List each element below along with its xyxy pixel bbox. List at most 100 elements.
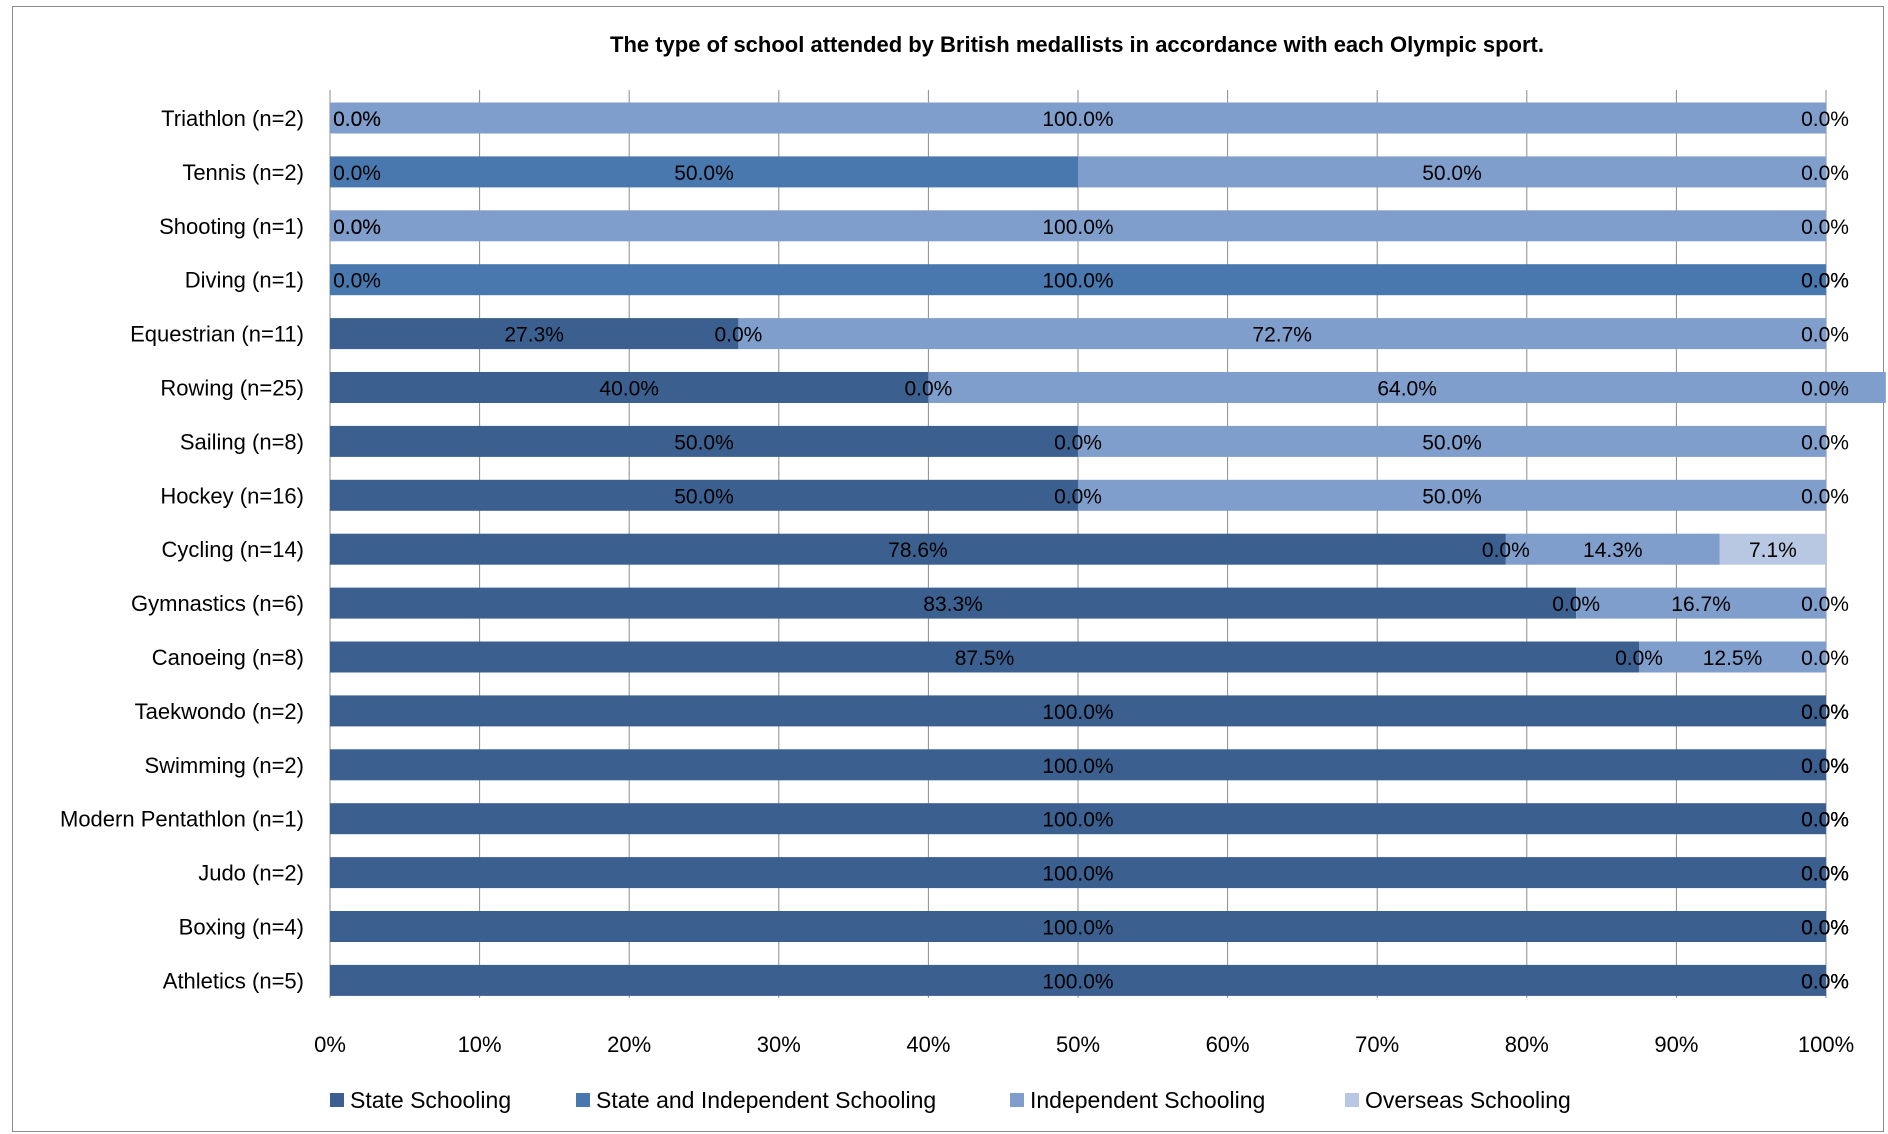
data-label: 0.0% [1801, 917, 1849, 940]
data-label: 100.0% [1042, 755, 1113, 778]
data-label: 0.0% [1054, 431, 1102, 454]
bar-segment [928, 372, 1886, 403]
data-label: 0.0% [904, 378, 952, 401]
x-axis-ticks: 0% 10% 20% 30% 40% 50% 60% 70% 80% 90% 100% [314, 1032, 1854, 1057]
x-tick-label: 20% [607, 1032, 651, 1057]
category-label: Judo (n=2) [198, 861, 304, 886]
bar-segment [1078, 156, 1826, 188]
category-label: Cycling (n=14) [162, 537, 304, 562]
category-label: Boxing (n=4) [179, 915, 304, 940]
bar-segment [738, 318, 1827, 350]
data-label: 0.0% [1801, 593, 1849, 616]
x-tick-label: 100% [1798, 1032, 1854, 1057]
data-label: 0.0% [1801, 755, 1849, 778]
data-label: 100.0% [1042, 270, 1113, 293]
bar-segment [1639, 641, 1826, 673]
data-label: 50.0% [1422, 431, 1482, 454]
data-label: 0.0% [1801, 809, 1849, 832]
data-label: 12.5% [1703, 647, 1763, 670]
data-label: 0.0% [1801, 863, 1849, 886]
category-label: Equestrian (n=11) [130, 322, 304, 347]
data-label: 16.7% [1671, 593, 1731, 616]
data-label: 0.0% [1801, 270, 1849, 293]
data-label: 14.3% [1583, 539, 1643, 562]
data-label: 100.0% [1042, 917, 1113, 940]
data-label: 100.0% [1042, 809, 1113, 832]
data-label: 78.6% [888, 539, 948, 562]
bar-segment [330, 264, 1826, 296]
data-label: 0.0% [1801, 917, 1849, 940]
chart-frame [12, 6, 1884, 1132]
data-label: 0.0% [1801, 701, 1849, 724]
data-label: 0.0% [1801, 162, 1849, 185]
bar-segments [330, 102, 1886, 996]
data-label: 0.0% [333, 108, 381, 131]
data-label: 0.0% [1801, 270, 1849, 293]
data-label: 0.0% [1801, 863, 1849, 886]
category-label: Canoeing (n=8) [152, 645, 304, 670]
data-label: 50.0% [674, 162, 734, 185]
data-label: 0.0% [714, 324, 762, 347]
data-label: 7.1% [1749, 539, 1797, 562]
bar-segment [330, 318, 739, 350]
category-label: Triathlon (n=2) [161, 106, 304, 131]
x-tick-label: 50% [1056, 1032, 1100, 1057]
data-label: 0.0% [1801, 108, 1849, 131]
data-label: 0.0% [1801, 378, 1849, 401]
category-label: Shooting (n=1) [159, 214, 304, 239]
x-tick-label: 30% [757, 1032, 801, 1057]
data-label: 64.0% [1377, 378, 1437, 401]
data-label: 0.0% [333, 270, 381, 293]
data-label: 0.0% [1801, 917, 1849, 940]
category-label: Hockey (n=16) [160, 483, 304, 508]
category-label: Sailing (n=8) [180, 429, 304, 454]
data-label: 0.0% [1801, 970, 1849, 993]
data-label: 0.0% [1801, 970, 1849, 993]
legend: State Schooling State and Independent Sch… [330, 1087, 1571, 1113]
data-label: 0.0% [1801, 755, 1849, 778]
legend-label: State and Independent Schooling [596, 1087, 936, 1113]
data-label: 0.0% [1054, 485, 1102, 508]
data-label: 100.0% [1042, 701, 1113, 724]
data-label: 0.0% [1801, 755, 1849, 778]
category-label: Modern Pentathlon (n=1) [60, 807, 304, 832]
data-label: 0.0% [333, 108, 381, 131]
data-label: 0.0% [333, 162, 381, 185]
data-label: 0.0% [1801, 431, 1849, 454]
category-label: Rowing (n=25) [160, 376, 304, 401]
x-tick-label: 0% [314, 1032, 346, 1057]
data-label: 0.0% [333, 216, 381, 239]
chart-title: The type of school attended by British m… [610, 32, 1544, 57]
category-label: Swimming (n=2) [144, 753, 304, 778]
data-label: 0.0% [1801, 970, 1849, 993]
x-tick-label: 10% [458, 1032, 502, 1057]
bar-segment [1078, 479, 1826, 511]
x-tick-label: 90% [1654, 1032, 1698, 1057]
legend-swatch [1345, 1093, 1359, 1107]
bar-segment [330, 749, 1826, 781]
data-label: 100.0% [1042, 863, 1113, 886]
category-label: Gymnastics (n=6) [131, 591, 304, 616]
data-label: 0.0% [1801, 809, 1849, 832]
data-label: 72.7% [1252, 324, 1312, 347]
bar-segment [1078, 425, 1826, 457]
data-label: 27.3% [504, 324, 564, 347]
x-tick-label: 40% [906, 1032, 950, 1057]
legend-label: Independent Schooling [1030, 1087, 1265, 1113]
bar-segment [330, 102, 1826, 134]
data-label: 0.0% [1801, 485, 1849, 508]
data-label: 0.0% [1482, 539, 1530, 562]
data-label: 0.0% [1801, 216, 1849, 239]
bar-segment [330, 156, 1078, 188]
bar-segment [1505, 533, 1720, 565]
data-label: 0.0% [1552, 593, 1600, 616]
category-label: Athletics (n=5) [163, 968, 304, 993]
data-label: 50.0% [674, 485, 734, 508]
bar-segment [330, 803, 1826, 835]
data-label: 0.0% [1801, 809, 1849, 832]
data-label: 50.0% [674, 431, 734, 454]
bar-segment [1576, 587, 1826, 619]
data-label: 0.0% [1801, 324, 1849, 347]
bar-segment [330, 425, 1078, 457]
data-label: 0.0% [1801, 647, 1849, 670]
